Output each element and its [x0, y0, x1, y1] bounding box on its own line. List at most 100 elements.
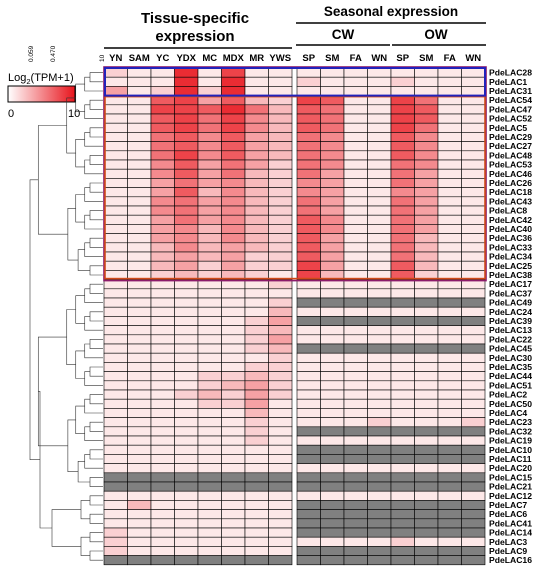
cell-r9-c5: [221, 150, 246, 161]
cell-r41-c1: [127, 444, 152, 455]
cell-r18-c7: [268, 233, 293, 244]
cell-r27-c11: [367, 316, 392, 326]
cell-r47-c0: [103, 500, 128, 510]
cell-r12-c10: [343, 178, 368, 188]
cell-r47-c6: [244, 500, 269, 510]
cell-r28-c13: [414, 325, 439, 336]
cell-r30-c15: [461, 343, 486, 354]
cell-r52-c0: [103, 546, 128, 556]
row-label-29: PdeLAC22: [489, 334, 532, 344]
cell-r46-c1: [127, 490, 152, 501]
cell-r19-c9: [320, 242, 345, 253]
cell-r21-c7: [268, 260, 293, 271]
cell-r49-c15: [461, 518, 486, 529]
cell-r31-c8: [296, 352, 321, 363]
cell-r11-c10: [343, 168, 368, 179]
cell-r29-c12: [390, 334, 415, 345]
row-label-21: PdeLAC25: [489, 261, 532, 271]
column-label-0: YN: [109, 53, 122, 64]
cell-r2-c10: [343, 86, 368, 96]
cell-r38-c10: [343, 417, 368, 428]
cell-r42-c1: [127, 454, 152, 464]
cell-r10-c4: [197, 159, 222, 170]
cell-r12-c12: [390, 178, 415, 188]
cell-r30-c2: [150, 343, 175, 354]
cell-r41-c8: [296, 444, 321, 455]
row-label-16: PdeLAC42: [489, 215, 532, 225]
cell-r31-c12: [390, 352, 415, 363]
cell-r51-c15: [461, 536, 486, 547]
cell-r29-c5: [221, 334, 246, 345]
cell-r20-c0: [103, 251, 128, 262]
cell-r6-c14: [437, 122, 462, 133]
cell-r35-c14: [437, 389, 462, 400]
dendrogram-branch-lower: [38, 391, 52, 529]
cell-r8-c11: [367, 141, 392, 152]
cell-r43-c0: [103, 463, 128, 474]
cell-r45-c2: [150, 481, 175, 492]
cell-r25-c14: [437, 297, 462, 308]
cell-r25-c7: [268, 297, 293, 308]
cell-r12-c14: [437, 178, 462, 188]
cell-r15-c5: [221, 205, 246, 216]
cell-r5-c4: [197, 113, 222, 124]
cell-r32-c5: [221, 362, 246, 372]
row-label-33: PdeLAC44: [489, 371, 532, 381]
cell-r35-c3: [174, 389, 199, 400]
cell-r51-c9: [320, 536, 345, 547]
cell-r19-c3: [174, 242, 199, 253]
cell-r0-c9: [320, 67, 345, 78]
cell-r26-c6: [244, 306, 269, 317]
cell-r25-c6: [244, 297, 269, 308]
cell-r40-c11: [367, 435, 392, 446]
cell-r45-c15: [461, 481, 486, 492]
dendrogram-branch-50-51: [89, 532, 103, 543]
cell-r18-c15: [461, 233, 486, 244]
cell-r26-c5: [221, 306, 246, 317]
cell-r46-c0: [103, 490, 128, 501]
cell-r51-c6: [244, 536, 269, 547]
cell-r27-c4: [197, 316, 222, 326]
cell-r14-c0: [103, 196, 128, 207]
cell-r21-c11: [367, 260, 392, 271]
cell-r50-c5: [221, 527, 246, 538]
cell-r16-c15: [461, 214, 486, 225]
cell-r21-c0: [103, 260, 128, 271]
cell-r2-c1: [127, 86, 152, 96]
cell-r47-c15: [461, 500, 486, 510]
cell-r25-c9: [320, 297, 345, 308]
cell-r29-c11: [367, 334, 392, 345]
row-label-50: PdeLAC14: [489, 528, 532, 538]
row-label-6: PdeLAC5: [489, 123, 527, 133]
cell-r15-c4: [197, 205, 222, 216]
cell-r9-c11: [367, 150, 392, 161]
dendrogram-branch-29-34: [75, 350, 85, 379]
cell-r45-c8: [296, 481, 321, 492]
cell-r41-c6: [244, 444, 269, 455]
cell-r37-c0: [103, 408, 128, 418]
cell-r49-c0: [103, 518, 128, 529]
cell-r12-c5: [221, 178, 246, 188]
cell-r17-c1: [127, 224, 152, 234]
cell-r5-c2: [150, 113, 175, 124]
cell-r24-c10: [343, 288, 368, 299]
cell-r8-c8: [296, 141, 321, 152]
cell-r33-c14: [437, 371, 462, 382]
cell-r25-c3: [174, 297, 199, 308]
dendrogram-branch-38-40: [84, 426, 103, 441]
cell-r11-c4: [197, 168, 222, 179]
purple-highlight-box: [103, 66, 487, 282]
cell-r9-c4: [197, 150, 222, 161]
cell-r53-c7: [268, 555, 293, 566]
cell-r5-c14: [437, 113, 462, 124]
cell-r51-c1: [127, 536, 152, 547]
cell-r2-c2: [150, 86, 175, 96]
cell-r37-c11: [367, 408, 392, 418]
cell-r44-c0: [103, 472, 128, 483]
cell-r35-c5: [221, 389, 246, 400]
cell-r11-c2: [150, 168, 175, 179]
row-label-37: PdeLAC4: [489, 408, 527, 418]
cell-r47-c4: [197, 500, 222, 510]
cell-r37-c2: [150, 408, 175, 418]
cell-r50-c2: [150, 527, 175, 538]
